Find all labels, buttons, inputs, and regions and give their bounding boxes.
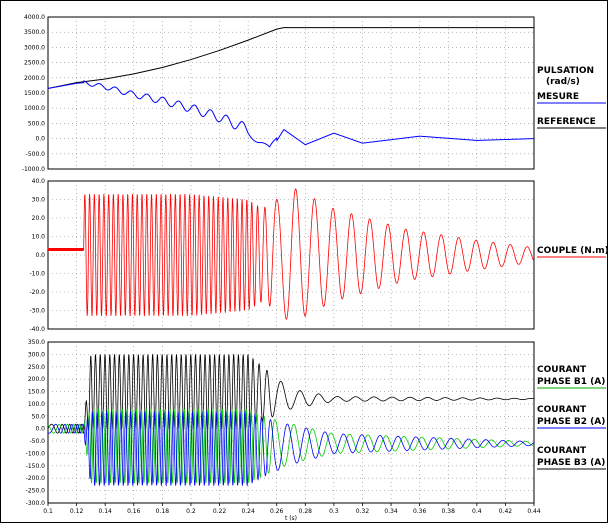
y-tick-label: -40.0 xyxy=(29,326,45,333)
y-tick-label: 4000.0 xyxy=(24,14,45,21)
y-tick-label: 300.0 xyxy=(28,351,45,358)
y-tick-label: -200.0 xyxy=(26,475,46,482)
legend-couple: COUPLE (N.m) xyxy=(537,246,608,258)
y-tick-label: 1500.0 xyxy=(24,90,45,97)
y-tick-label: 10.0 xyxy=(32,234,46,241)
x-tick-label: 0.36 xyxy=(413,508,427,515)
x-ticks-courant: 0.1 0.12 0.14 0.16 0.18 0.2 0.22 0.24 0.26 0.28 0.… xyxy=(43,503,541,515)
series-line-couple xyxy=(48,188,535,320)
x-tick-label: 0.32 xyxy=(356,508,370,515)
series-line-mesure xyxy=(47,80,535,148)
y-tick-label: 2000.0 xyxy=(24,75,45,82)
panel-couple: 40.030.020.010.00.0-10.0-20.0-30.0-40.0 … xyxy=(29,178,608,333)
x-tick-label: 0.2 xyxy=(186,508,196,515)
y-tick-label: 0.0 xyxy=(35,252,45,259)
legend-entry-b3-line1: COURANT xyxy=(537,446,587,456)
legend-entry-mesure: MESURE xyxy=(537,92,579,102)
legend-entry-b2-line1: COURANT xyxy=(537,405,587,415)
legend-title-line2: (rad/s) xyxy=(546,77,580,87)
y-tick-label: 0.0 xyxy=(35,426,45,433)
legend-entry-b1-line1: COURANT xyxy=(537,365,587,375)
panel-pulsation: 4000.0 3500.0 3000.0 2500.0 2000.0 1500.0 1000… xyxy=(22,14,606,173)
y-tick-label: 30.0 xyxy=(32,197,46,204)
x-tick-label: 0.42 xyxy=(499,508,513,515)
y-tick-label: -1000.0 xyxy=(22,166,45,173)
x-tick-label: 0.44 xyxy=(527,508,541,515)
y-tick-label: 0.0 xyxy=(35,136,45,143)
y-ticks-courant: 350.0 300.0 250.0 200.0 150.0 100.0 50.0 0.0 -50… xyxy=(26,339,46,507)
legend-courant: COURANT PHASE B1 (A) COURANT PHASE B2 (A… xyxy=(537,365,606,470)
y-tick-label: 3500.0 xyxy=(24,29,45,36)
y-ticks-couple: 40.0 30.0 20.0 10.0 0.0 -10.0 -20.0 -30.0 -40.0 xyxy=(29,178,45,333)
y-ticks-pulsation: 4000.0 3500.0 3000.0 2500.0 2000.0 1500.0 1000… xyxy=(22,14,45,173)
series-courant xyxy=(47,353,535,487)
y-tick-label: 350.0 xyxy=(28,339,45,346)
y-tick-label: -300.0 xyxy=(26,500,46,507)
legend-entry-reference: REFERENCE xyxy=(537,117,596,127)
y-tick-label: 250.0 xyxy=(28,364,45,371)
y-tick-label: 1000.0 xyxy=(24,105,45,112)
x-tick-label: 0.34 xyxy=(384,508,398,515)
legend-entry-b2-line2: PHASE B2 (A) xyxy=(537,417,605,427)
y-tick-label: -20.0 xyxy=(29,289,45,296)
x-tick-label: 0.28 xyxy=(299,508,313,515)
x-tick-label: 0.38 xyxy=(442,508,456,515)
y-tick-label: -50.0 xyxy=(29,438,45,445)
y-tick-label: -250.0 xyxy=(26,488,46,495)
series-line-reference xyxy=(47,27,534,89)
y-tick-label: 100.0 xyxy=(28,401,45,408)
y-tick-label: -100.0 xyxy=(26,450,46,457)
legend-pulsation: PULSATION (rad/s) MESURE REFERENCE xyxy=(537,66,606,129)
series-couple xyxy=(48,188,535,320)
y-tick-label: 2500.0 xyxy=(24,60,45,67)
panel-courant: 350.0 300.0 250.0 200.0 150.0 100.0 50.0 0.0 -50… xyxy=(26,339,606,522)
y-tick-label: 500.0 xyxy=(28,120,45,127)
gridlines-pulsation xyxy=(48,17,534,169)
y-tick-label: -30.0 xyxy=(29,308,45,315)
y-tick-label: 50.0 xyxy=(32,413,46,420)
x-tick-label: 0.24 xyxy=(241,508,255,515)
legend-entry-b1-line2: PHASE B1 (A) xyxy=(537,377,605,387)
y-tick-label: 150.0 xyxy=(28,389,45,396)
x-tick-label: 0.1 xyxy=(43,508,53,515)
x-tick-label: 0.26 xyxy=(270,508,284,515)
series-line-b3 xyxy=(47,410,535,487)
x-axis-label: t (s) xyxy=(285,515,297,522)
x-tick-label: 0.4 xyxy=(472,508,482,515)
legend-title-line1: PULSATION xyxy=(537,66,594,76)
y-tick-label: -150.0 xyxy=(26,463,46,470)
x-tick-label: 0.18 xyxy=(156,508,170,515)
series-pulsation xyxy=(47,27,535,148)
legend-entry-b3-line2: PHASE B3 (A) xyxy=(537,458,605,468)
y-tick-label: 200.0 xyxy=(28,376,45,383)
series-line-b1 xyxy=(47,353,535,434)
y-tick-label: 40.0 xyxy=(32,178,46,185)
x-tick-label: 0.3 xyxy=(329,508,339,515)
x-tick-label: 0.22 xyxy=(213,508,227,515)
legend-entry-couple: COUPLE (N.m) xyxy=(537,246,608,256)
y-tick-label: -500.0 xyxy=(26,151,46,158)
x-tick-label: 0.12 xyxy=(70,508,84,515)
y-tick-label: 20.0 xyxy=(32,215,46,222)
y-tick-label: -10.0 xyxy=(29,271,45,278)
x-tick-label: 0.14 xyxy=(98,508,112,515)
y-tick-label: 3000.0 xyxy=(24,44,45,51)
x-tick-label: 0.16 xyxy=(127,508,141,515)
